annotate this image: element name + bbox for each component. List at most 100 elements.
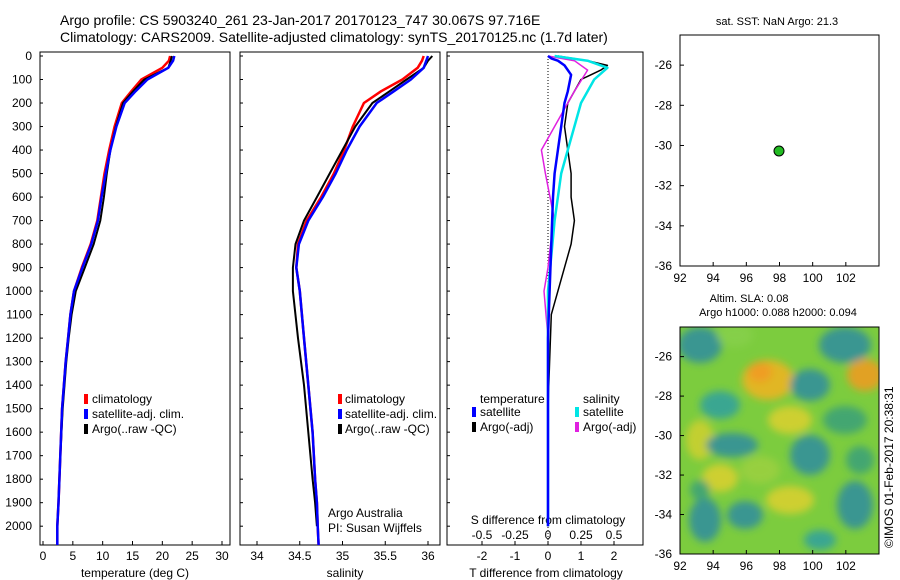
sla-field-patch [690, 480, 710, 500]
depth-tick-label: 2000 [5, 519, 32, 533]
sla-field-patch [686, 420, 714, 460]
depth-tick-label: 600 [12, 190, 32, 204]
legend-label-t-satellite: satellite [480, 405, 521, 419]
sla-heatmap [680, 327, 879, 554]
temperature-axis-label: temperature (deg C) [81, 566, 189, 580]
salinity-profiles [291, 55, 434, 546]
difference-legend: temperature salinity satellite Argo(-adj… [472, 392, 636, 434]
s-difference-tick-label: 0 [545, 528, 552, 542]
salinity-x-axis: 34 34.5 35 35.5 36 [250, 541, 435, 563]
map-y-tick-label: -26 [655, 350, 673, 364]
temperature-profiles [56, 55, 176, 545]
legend-swatch-satellite [84, 409, 88, 419]
sla-field-patch [846, 446, 874, 474]
map-y-tick-label: -32 [655, 179, 673, 193]
sla-field-patch [768, 406, 812, 434]
map-y-tick-label: -36 [655, 547, 673, 561]
difference-panel-frame [446, 51, 644, 546]
depth-tick-label: 1300 [5, 355, 32, 369]
legend-label-t-argo: Argo(-adj) [480, 420, 533, 434]
legend-title-temperature: temperature [480, 392, 545, 406]
depth-tick-label: 1400 [5, 378, 32, 392]
temperature-tick-label: 5 [69, 549, 76, 563]
legend-label-argo: Argo(..raw -QC) [92, 422, 177, 436]
title-line-1: Argo profile: CS 5903240_261 23-Jan-2017… [60, 12, 540, 28]
sla-field-patch [790, 435, 830, 475]
legend-label-climatology: climatology [92, 392, 152, 406]
satellite-salinity-line [295, 55, 430, 546]
map-x-tick-label: 98 [773, 271, 787, 285]
legend-swatch-s-satellite [575, 407, 579, 417]
argo-salinity-line [291, 55, 434, 527]
depth-tick-label: 1800 [5, 472, 32, 486]
map-x-tick-label: 94 [706, 271, 720, 285]
depth-tick-label: 700 [12, 214, 32, 228]
salinity-tick-label: 35.5 [374, 549, 398, 563]
timestamp-label: ©IMOS 01-Feb-2017 20:38:31 [882, 386, 896, 548]
sla-field-patch [727, 501, 763, 529]
depth-tick-label: 1700 [5, 449, 32, 463]
map-y-tick-label: -36 [655, 259, 673, 273]
salinity-legend: climatology satellite-adj. clim. Argo(..… [338, 392, 437, 436]
map-x-tick-label: 92 [673, 271, 687, 285]
map-x-tick-label: 98 [773, 559, 787, 573]
map-x-tick-label: 100 [803, 271, 823, 285]
sla-field-patch [680, 327, 722, 363]
difference-profiles [540, 54, 609, 527]
argo-position-marker [773, 145, 785, 157]
depth-tick-label: 1900 [5, 496, 32, 510]
map-x-tick-label: 96 [740, 559, 754, 573]
depth-tick-label: 100 [12, 73, 32, 87]
depth-tick-label: 1000 [5, 284, 32, 298]
salinity-tick-label: 34.5 [288, 549, 312, 563]
sla-field-patch [790, 369, 830, 401]
sla-field-patch [823, 406, 867, 434]
map-y-tick-label: -34 [655, 219, 673, 233]
depth-tick-label: 1500 [5, 402, 32, 416]
sla-field-patch [766, 486, 814, 514]
legend-swatch-t-satellite [472, 407, 476, 417]
legend-swatch-climatology [84, 394, 88, 404]
legend-swatch-climatology [338, 394, 342, 404]
t-difference-tick-label: -2 [477, 549, 488, 563]
sla-field-patch [748, 362, 772, 382]
t-diff-argo-line [547, 55, 609, 527]
legend-swatch-argo [84, 424, 88, 434]
temperature-tick-label: 20 [156, 549, 170, 563]
legend-label-satellite: satellite-adj. clim. [345, 407, 437, 421]
legend-label-s-satellite: satellite [583, 405, 624, 419]
sla-field-patch [740, 456, 780, 484]
sla-field-patch [819, 327, 871, 363]
t-difference-axis-label: T difference from climatology [469, 566, 623, 580]
legend-title-salinity: salinity [583, 392, 620, 406]
sla-map-title-1: Altim. SLA: 0.08 [710, 293, 789, 305]
map-y-tick-label: -26 [655, 58, 673, 72]
depth-tick-label: 1600 [5, 425, 32, 439]
salinity-tick-label: 34 [250, 549, 264, 563]
s-difference-tick-label: 0.5 [606, 528, 623, 542]
s-difference-tick-label: 0.25 [569, 528, 593, 542]
map-y-tick-label: -30 [655, 138, 673, 152]
legend-label-argo: Argo(..raw -QC) [345, 422, 430, 436]
temperature-panel-frame [39, 51, 231, 546]
temperature-x-axis: 0 5 10 15 20 25 30 [40, 541, 229, 563]
map-x-tick-label: 92 [673, 559, 687, 573]
map-y-tick-label: -30 [655, 429, 673, 443]
legend-label-s-argo: Argo(-adj) [583, 420, 636, 434]
sst-map-title: sat. SST: NaN Argo: 21.3 [716, 16, 838, 28]
depth-tick-label: 800 [12, 237, 32, 251]
credit-line-1: Argo Australia [328, 506, 403, 520]
map-y-tick-label: -28 [655, 389, 673, 403]
t-difference-tick-label: -1 [510, 549, 521, 563]
sla-field-patch [702, 464, 738, 492]
sla-field-patch [689, 498, 721, 542]
temperature-tick-label: 10 [96, 549, 110, 563]
legend-swatch-s-argo [575, 422, 579, 432]
temperature-tick-label: 0 [40, 549, 47, 563]
temperature-tick-label: 25 [185, 549, 199, 563]
map-y-tick-label: -28 [655, 98, 673, 112]
map-x-tick-label: 100 [803, 559, 823, 573]
temperature-legend: climatology satellite-adj. clim. Argo(..… [84, 392, 184, 436]
